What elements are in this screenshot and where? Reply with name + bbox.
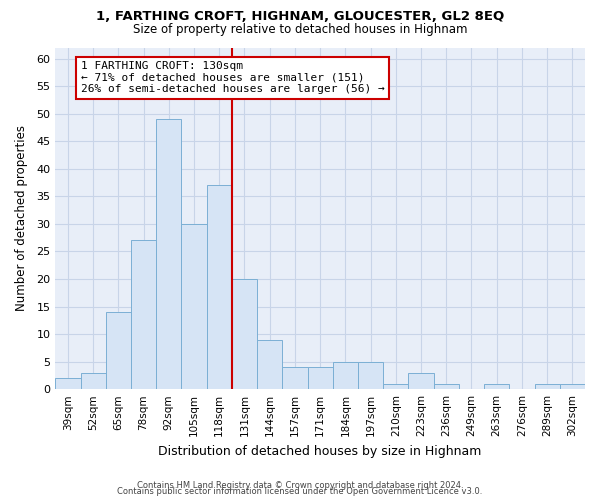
Bar — [409, 372, 434, 389]
Bar — [434, 384, 459, 389]
Text: Contains HM Land Registry data © Crown copyright and database right 2024.: Contains HM Land Registry data © Crown c… — [137, 481, 463, 490]
Bar — [283, 367, 308, 389]
Bar — [106, 312, 131, 389]
Text: 1, FARTHING CROFT, HIGHNAM, GLOUCESTER, GL2 8EQ: 1, FARTHING CROFT, HIGHNAM, GLOUCESTER, … — [96, 10, 504, 23]
Bar — [55, 378, 80, 389]
Bar — [156, 119, 181, 389]
Bar — [333, 362, 358, 389]
Y-axis label: Number of detached properties: Number of detached properties — [15, 126, 28, 312]
Text: Contains public sector information licensed under the Open Government Licence v3: Contains public sector information licen… — [118, 487, 482, 496]
Bar — [358, 362, 383, 389]
Bar — [560, 384, 585, 389]
Bar — [484, 384, 509, 389]
Bar — [383, 384, 409, 389]
Bar — [535, 384, 560, 389]
Bar — [181, 224, 206, 389]
Text: 1 FARTHING CROFT: 130sqm
← 71% of detached houses are smaller (151)
26% of semi-: 1 FARTHING CROFT: 130sqm ← 71% of detach… — [80, 62, 384, 94]
Bar — [131, 240, 156, 389]
Bar — [206, 186, 232, 389]
Bar — [308, 367, 333, 389]
Bar — [80, 372, 106, 389]
Bar — [232, 279, 257, 389]
X-axis label: Distribution of detached houses by size in Highnam: Distribution of detached houses by size … — [158, 444, 482, 458]
Text: Size of property relative to detached houses in Highnam: Size of property relative to detached ho… — [133, 22, 467, 36]
Bar — [257, 340, 283, 389]
